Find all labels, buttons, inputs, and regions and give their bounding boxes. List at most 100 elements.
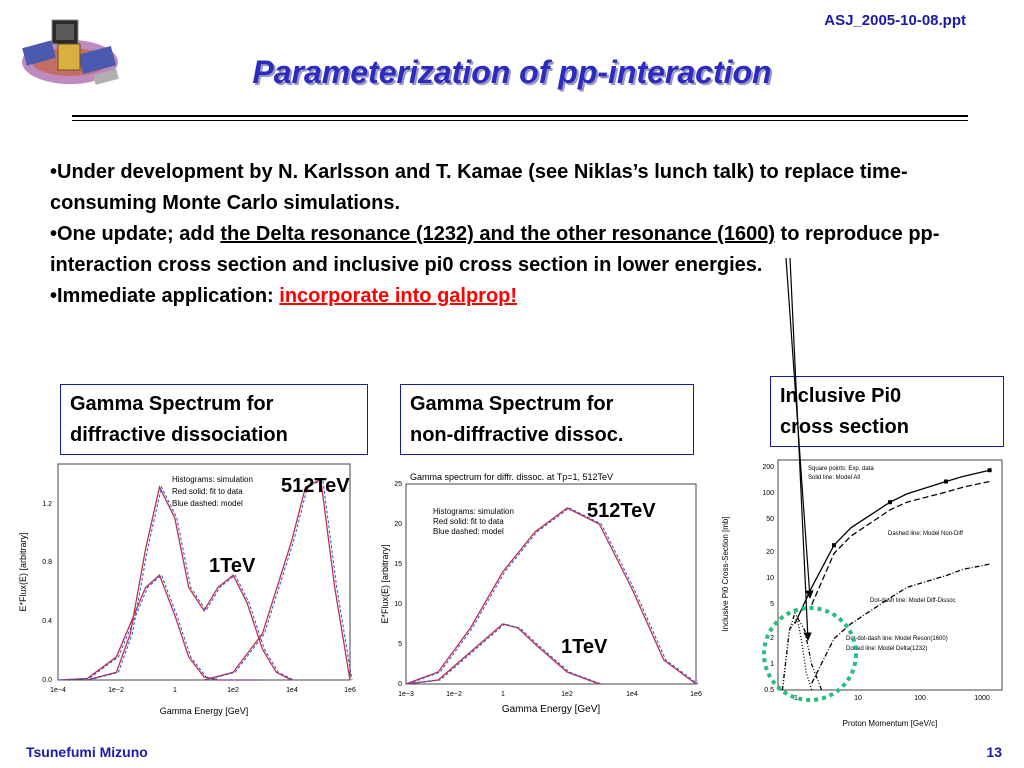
x-tick-label: 1e4	[286, 687, 298, 694]
label-512tev-non-diffractive: 512TeV	[587, 500, 656, 522]
x-tick-label: 1e−4	[50, 687, 66, 694]
chart-svg: 1e−4 1e−2 1 1e2 1e4 1e6 0.0 0.4 0.8 1.2 …	[18, 463, 356, 716]
x-tick-label: 1e2	[561, 691, 573, 698]
y-tick-label: 0.4	[42, 618, 52, 625]
plot-frame	[777, 459, 1003, 691]
x-ticks: 1e−4 1e−2 1 1e2 1e4 1e6	[50, 687, 356, 694]
series-line	[781, 611, 823, 691]
series-layer	[781, 468, 992, 691]
model-line	[59, 574, 265, 681]
y-tick-label: 20	[766, 549, 774, 556]
x-tick-label: 10	[854, 695, 862, 702]
data-point	[832, 543, 836, 548]
y-tick-label: 10	[394, 601, 402, 608]
y-tick-label: 5	[398, 641, 402, 648]
series-layer	[405, 507, 699, 685]
y-ticks: 0.0 0.4 0.8 1.2	[42, 501, 52, 684]
y-ticks: 0 5 10 15 20 25	[394, 481, 402, 688]
x-tick-label: 1	[501, 691, 505, 698]
y-tick-label: 0	[398, 681, 402, 688]
x-axis-label: Gamma Energy [GeV]	[502, 704, 601, 715]
chart-svg: 1 10 100 1000 0.5 1 2 5 10 20 50 100 200…	[721, 459, 1003, 728]
y-tick-label: 0.0	[42, 677, 52, 684]
plot-non-diffractive-spectrum: Gamma spectrum for diffr. dissoc. at Tp=…	[378, 464, 702, 720]
x-tick-label: 1e−3	[398, 691, 414, 698]
series-line	[405, 507, 697, 685]
legend-entry: Red solid: fit to data	[172, 487, 243, 496]
y-tick-label: 10	[766, 575, 774, 582]
x-tick-label: 1e−2	[108, 687, 124, 694]
data-point	[987, 468, 992, 473]
label-1tev-non-diffractive: 1TeV	[561, 636, 608, 658]
annotation: Square points: Exp. data	[808, 466, 874, 472]
model-line	[89, 485, 294, 681]
legend-entry: Blue dashed: model	[433, 527, 504, 536]
caption-line: Gamma Spectrum for	[410, 393, 614, 415]
x-tick-label: 100	[914, 695, 926, 702]
caption-line: Inclusive Pi0	[780, 385, 902, 407]
x-tick-label: 1	[173, 687, 177, 694]
y-axis-label: E*Flux(E) [arbitrary]	[18, 532, 28, 611]
series-line	[811, 563, 990, 684]
caption-box-non-diffractive: Gamma Spectrum for non-diffractive disso…	[400, 384, 694, 455]
label-1tev-diffractive: 1TeV	[209, 555, 256, 577]
x-ticks: 1e−3 1e−2 1 1e2 1e4 1e6	[398, 691, 702, 698]
annotation: Dashed line: Model Non-Diff	[888, 531, 963, 537]
legend-entry: Histograms: simulation	[433, 507, 514, 516]
y-tick-label: 15	[394, 561, 402, 568]
annotations: Square points: Exp. data Solid line: Mod…	[808, 466, 963, 652]
annotation: Dot-dot-dash line: Model Reson(1600)	[846, 636, 948, 642]
y-tick-label: 25	[394, 481, 402, 488]
x-axis-label: Proton Momentum [GeV/c]	[843, 719, 938, 728]
bullet-1: •Under development by N. Karlsson and T.…	[50, 161, 908, 214]
y-tick-label: 1	[770, 661, 774, 668]
model-line	[407, 623, 602, 685]
x-tick-label: 1000	[974, 695, 990, 702]
chart-title: Gamma spectrum for diffr. dissoc. at Tp=…	[410, 472, 613, 482]
footer-author: Tsunefumi Mizuno	[26, 744, 148, 760]
series-line	[781, 616, 813, 691]
title-underline-thin	[72, 120, 968, 121]
x-tick-label: 1e6	[344, 687, 356, 694]
series-line	[87, 485, 292, 681]
caption-line: Gamma Spectrum for	[70, 393, 274, 415]
satellite-logo-icon	[22, 19, 119, 85]
x-axis-label: Gamma Energy [GeV]	[160, 706, 249, 716]
bullet-3-text: •Immediate application:	[50, 285, 280, 307]
bullet-2-rest: to reproduce pp-interaction cross sectio…	[50, 223, 940, 276]
caption-box-pi0: Inclusive Pi0 cross section	[770, 376, 1004, 447]
bullet-2-text: •One update; add	[50, 223, 221, 245]
data-point	[944, 479, 948, 484]
galprop-link[interactable]: incorporate into galprop!	[279, 285, 518, 307]
bullet-3: •Immediate application: incorporate into…	[50, 281, 1000, 312]
bullet-list: •Under development by N. Karlsson and T.…	[50, 157, 1000, 312]
label-512tev-diffractive: 512TeV	[281, 475, 350, 497]
y-ticks: 0.5 1 2 5 10 20 50 100 200	[762, 464, 774, 694]
series-line	[405, 623, 600, 685]
chart-svg: Gamma spectrum for diffr. dissoc. at Tp=…	[380, 472, 702, 715]
series-line	[57, 573, 263, 681]
y-tick-label: 0.5	[764, 687, 774, 694]
series-line	[203, 478, 351, 681]
y-tick-label: 2	[770, 635, 774, 642]
y-tick-label: 0.8	[42, 559, 52, 566]
footer-page-number: 13	[986, 744, 1002, 760]
legend: Histograms: simulation Red solid: fit to…	[172, 475, 253, 508]
y-tick-label: 100	[762, 490, 774, 497]
title-underline	[72, 115, 968, 117]
caption-box-diffractive: Gamma Spectrum for diffractive dissociat…	[60, 384, 368, 455]
annotation: Dot-dash line: Model Diff-Dissoc	[870, 598, 956, 604]
data-point	[888, 500, 892, 505]
x-tick-label: 1e2	[227, 687, 239, 694]
legend-entry: Red solid: fit to data	[433, 517, 504, 526]
file-name-tag: ASJ_2005-10-08.ppt	[824, 12, 966, 29]
delta-resonance-phrase: the Delta resonance (1232) and the other…	[220, 223, 775, 245]
y-tick-label: 5	[770, 601, 774, 608]
x-tick-label: 1e−2	[446, 691, 462, 698]
caption-line: non-diffractive dissoc.	[410, 424, 624, 446]
legend: Histograms: simulation Red solid: fit to…	[433, 507, 514, 536]
x-tick-label: 1e6	[690, 691, 702, 698]
plot-frame	[405, 483, 697, 685]
series-layer	[57, 478, 353, 681]
y-tick-label: 50	[766, 516, 774, 523]
